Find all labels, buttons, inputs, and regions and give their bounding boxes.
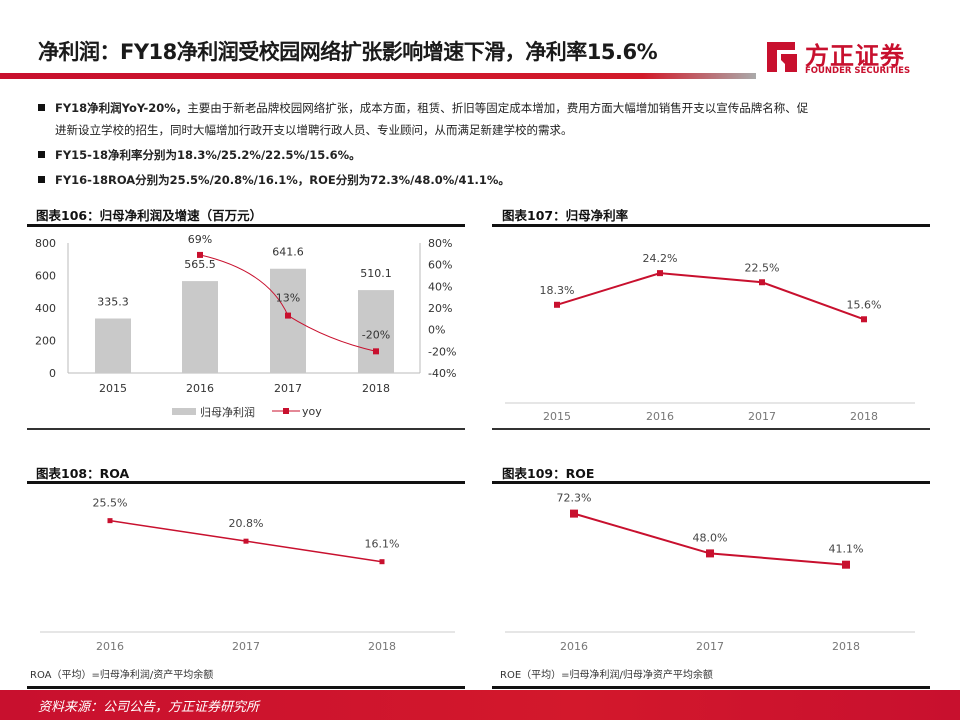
y2-tick-label: -20% <box>428 345 456 358</box>
x-tick-label: 2017 <box>232 640 260 653</box>
footer-band: 资料来源：公司公告，方正证券研究所 <box>0 690 960 720</box>
y-tick-label: 200 <box>35 335 56 348</box>
bar-label: 335.3 <box>97 296 129 309</box>
bullet-3: FY16-18ROA分别为25.5%/20.8%/16.1%，ROE分别为72.… <box>38 169 928 191</box>
bullet-bold: FY15-18净利率分别为18.3%/25.2%/22.5%/15.6%。 <box>55 148 361 162</box>
y2-tick-label: 40% <box>428 280 452 293</box>
yoy-point <box>285 312 291 319</box>
bullet-square-icon <box>38 176 45 183</box>
y2-tick-label: 0% <box>428 324 445 337</box>
data-point <box>657 270 663 277</box>
data-label: 48.0% <box>693 531 728 544</box>
logo-en: FOUNDER SECURITIES <box>805 66 911 76</box>
title-underline <box>0 73 756 79</box>
yoy-point <box>373 348 379 355</box>
logo-cn: 方正证券 <box>805 42 905 70</box>
y-tick-label: 0 <box>49 367 56 380</box>
data-point <box>759 279 765 286</box>
divider <box>27 428 465 430</box>
chart-108-title: 图表108：ROA <box>36 466 130 481</box>
data-label: 24.2% <box>643 252 678 265</box>
roa-note: ROA（平均）=归母净利润/资产平均余额 <box>30 670 214 681</box>
x-tick-label: 2016 <box>186 382 214 395</box>
bar <box>95 318 131 373</box>
y2-tick-label: 20% <box>428 302 452 315</box>
yoy-label: 13% <box>276 292 300 305</box>
x-tick-label: 2017 <box>748 410 776 423</box>
data-point <box>706 549 714 558</box>
roe-note: ROE（平均）=归母净利润/归母净资产平均余额 <box>500 670 713 681</box>
bar <box>182 281 218 373</box>
bar <box>270 268 306 373</box>
y-tick-label: 400 <box>35 302 56 315</box>
bullet-bold: FY18净利润YoY-20%， <box>55 101 188 115</box>
bullet-2: FY15-18净利率分别为18.3%/25.2%/22.5%/15.6%。 <box>38 144 928 166</box>
source-note: 资料来源：公司公告，方正证券研究所 <box>38 700 260 715</box>
bullet-bold: FY16-18ROA分别为25.5%/20.8%/16.1%，ROE分别为72.… <box>55 173 510 187</box>
data-label: 41.1% <box>829 543 864 556</box>
divider <box>492 224 930 227</box>
data-line <box>556 272 865 321</box>
data-point <box>107 518 113 524</box>
x-tick-label: 2018 <box>368 640 396 653</box>
bar <box>358 290 394 373</box>
bar-label: 641.6 <box>272 246 304 259</box>
y2-tick-label: -40% <box>428 367 456 380</box>
chart-106-title: 图表106：归母净利润及增速（百万元） <box>36 208 263 223</box>
yoy-label: 69% <box>188 233 212 246</box>
bullet-square-icon <box>38 104 45 111</box>
data-label: 25.5% <box>93 497 128 510</box>
bar-label: 565.5 <box>184 258 216 271</box>
data-label: 18.3% <box>540 284 575 297</box>
legend-label: yoy <box>302 405 322 418</box>
data-label: 22.5% <box>745 261 780 274</box>
data-point <box>379 559 385 565</box>
bar-label: 510.1 <box>360 267 392 280</box>
x-tick-label: 2016 <box>646 410 674 423</box>
y2-tick-label: 60% <box>428 259 452 272</box>
divider <box>27 224 465 227</box>
x-tick-label: 2018 <box>362 382 390 395</box>
y-tick-label: 800 <box>35 237 56 250</box>
data-point <box>243 538 249 544</box>
x-tick-label: 2015 <box>543 410 571 423</box>
data-point <box>861 316 867 323</box>
x-tick-label: 2016 <box>96 640 124 653</box>
page-title: 净利润：FY18净利润受校园网络扩张影响增速下滑，净利率15.6% <box>38 40 658 64</box>
logo-mark-icon <box>767 42 797 72</box>
bullet-1: FY18净利润YoY-20%，主要由于新老品牌校园网络扩张，成本方面，租赁、折旧… <box>38 97 928 141</box>
legend-bar-swatch <box>172 408 196 415</box>
divider <box>492 686 930 689</box>
data-point <box>842 560 850 569</box>
legend-label: 归母净利润 <box>200 405 255 419</box>
x-tick-label: 2018 <box>832 640 860 653</box>
chart-107-title: 图表107：归母净利率 <box>502 208 629 223</box>
data-label: 15.6% <box>847 298 882 311</box>
bullet-text: 主要由于新老品牌校园网络扩张，成本方面，租赁、折旧等固定成本增加，费用方面大幅增… <box>187 101 809 115</box>
data-point <box>554 301 560 308</box>
yoy-label: -20% <box>362 328 390 341</box>
x-tick-label: 2016 <box>560 640 588 653</box>
x-tick-label: 2017 <box>274 382 302 395</box>
bullet-text-cont: 进新设立学校的招生，同时大幅增加行政开支以增聘行政人员、专业顾问，从而满足新建学… <box>55 123 573 137</box>
chart-109-title: 图表109：ROE <box>502 466 595 481</box>
divider <box>27 481 465 484</box>
bullet-square-icon <box>38 151 45 158</box>
divider <box>27 686 465 689</box>
x-tick-label: 2017 <box>696 640 724 653</box>
data-label: 20.8% <box>229 517 264 530</box>
divider <box>492 428 930 430</box>
divider <box>492 481 930 484</box>
x-tick-label: 2018 <box>850 410 878 423</box>
legend-marker <box>283 408 289 414</box>
data-label: 72.3% <box>557 492 592 505</box>
y2-tick-label: 80% <box>428 237 452 250</box>
founder-securities-logo: 方正证券 FOUNDER SECURITIES <box>765 36 930 82</box>
yoy-point <box>197 251 203 258</box>
y-tick-label: 600 <box>35 270 56 283</box>
data-label: 16.1% <box>365 538 400 551</box>
x-tick-label: 2015 <box>99 382 127 395</box>
data-point <box>570 509 578 518</box>
